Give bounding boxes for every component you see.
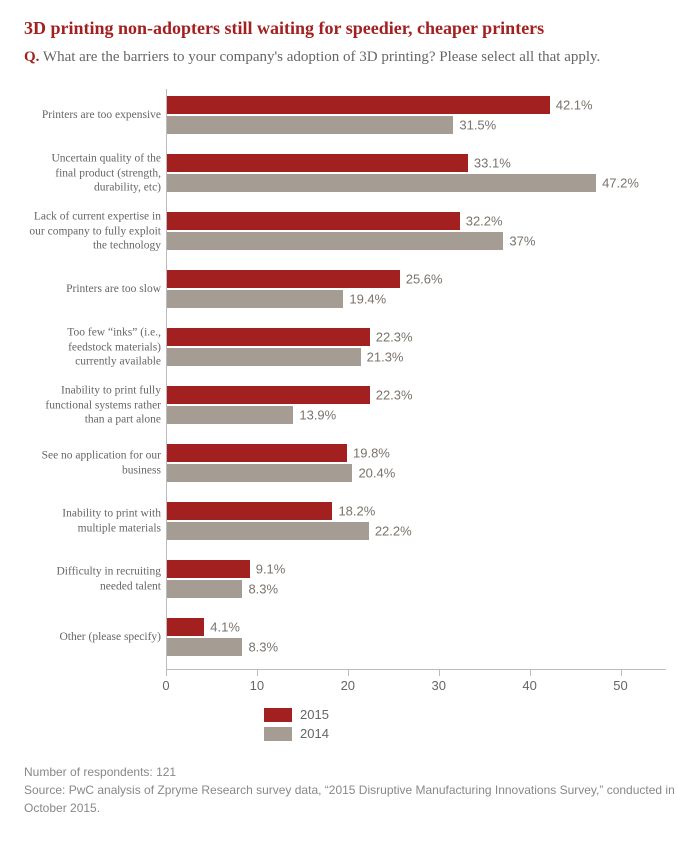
bar-group: Printers are too slow25.6%19.4% — [167, 267, 666, 311]
bar-group: See no application for our business19.8%… — [167, 441, 666, 485]
question-text: What are the barriers to your company's … — [43, 49, 600, 65]
bar-value-label: 20.4% — [352, 466, 395, 481]
bar: 32.2% — [167, 212, 460, 230]
bar-value-label: 8.3% — [242, 582, 278, 597]
bar-group: Other (please specify)4.1%8.3% — [167, 615, 666, 659]
bar-value-label: 22.3% — [370, 388, 413, 403]
bar-value-label: 4.1% — [204, 620, 240, 635]
bar: 19.8% — [167, 444, 347, 462]
survey-question: Q. What are the barriers to your company… — [24, 47, 676, 67]
category-label: Uncertain quality of the final product (… — [29, 152, 167, 195]
axis-tick-label: 40 — [522, 678, 536, 693]
bar-value-label: 18.2% — [332, 504, 375, 519]
bar: 4.1% — [167, 618, 204, 636]
bar: 33.1% — [167, 154, 468, 172]
bar: 22.2% — [167, 522, 369, 540]
legend-item: 2014 — [264, 726, 676, 741]
bar-value-label: 42.1% — [550, 98, 593, 113]
bar-value-label: 19.4% — [343, 292, 386, 307]
axis-tick-label: 0 — [162, 678, 169, 693]
bar-value-label: 47.2% — [596, 176, 639, 191]
bar-value-label: 32.2% — [460, 214, 503, 229]
bar-group: Too few “inks” (i.e., feedstock material… — [167, 325, 666, 369]
axis-tick — [439, 670, 440, 676]
bar: 31.5% — [167, 116, 453, 134]
category-label: See no application for our business — [29, 449, 167, 478]
axis-tick-label: 30 — [431, 678, 445, 693]
bar-group: Difficulty in recruiting needed talent9.… — [167, 557, 666, 601]
axis-tick-label: 20 — [341, 678, 355, 693]
bar-chart: Printers are too expensive42.1%31.5%Unce… — [166, 89, 666, 697]
bar-value-label: 19.8% — [347, 446, 390, 461]
bar: 8.3% — [167, 580, 242, 598]
chart-footer: Number of respondents: 121 Source: PwC a… — [24, 763, 676, 817]
bar: 42.1% — [167, 96, 550, 114]
plot-area: Printers are too expensive42.1%31.5%Unce… — [166, 89, 666, 669]
category-label: Inability to print with multiple materia… — [29, 507, 167, 536]
axis-tick — [621, 670, 622, 676]
category-label: Printers are too expensive — [29, 108, 167, 122]
legend-swatch — [264, 727, 292, 741]
axis-tick — [257, 670, 258, 676]
category-label: Printers are too slow — [29, 282, 167, 296]
bar: 37% — [167, 232, 503, 250]
bar-value-label: 13.9% — [293, 408, 336, 423]
category-label: Other (please specify) — [29, 630, 167, 644]
legend: 2015 2014 — [264, 707, 676, 741]
bar: 13.9% — [167, 406, 293, 424]
bar: 22.3% — [167, 328, 370, 346]
bar-group: Lack of current expertise in our company… — [167, 209, 666, 253]
legend-label: 2015 — [300, 707, 329, 722]
bar-value-label: 37% — [503, 234, 535, 249]
category-label: Too few “inks” (i.e., feedstock material… — [29, 326, 167, 369]
bar-value-label: 31.5% — [453, 118, 496, 133]
bar-value-label: 25.6% — [400, 272, 443, 287]
axis-tick — [348, 670, 349, 676]
bar-value-label: 22.2% — [369, 524, 412, 539]
bar: 47.2% — [167, 174, 596, 192]
bar-value-label: 8.3% — [242, 640, 278, 655]
bar: 9.1% — [167, 560, 250, 578]
axis-tick-label: 10 — [250, 678, 264, 693]
bar-group: Inability to print fully functional syst… — [167, 383, 666, 427]
question-prefix: Q. — [24, 49, 39, 65]
category-label: Difficulty in recruiting needed talent — [29, 565, 167, 594]
bar: 8.3% — [167, 638, 242, 656]
bar: 19.4% — [167, 290, 343, 308]
bar-value-label: 22.3% — [370, 330, 413, 345]
bar-group: Printers are too expensive42.1%31.5% — [167, 93, 666, 137]
category-label: Lack of current expertise in our company… — [29, 210, 167, 253]
legend-item: 2015 — [264, 707, 676, 722]
bar: 22.3% — [167, 386, 370, 404]
legend-swatch — [264, 708, 292, 722]
bar: 21.3% — [167, 348, 361, 366]
axis-tick — [530, 670, 531, 676]
axis-tick — [166, 670, 167, 676]
bar: 25.6% — [167, 270, 400, 288]
bar-value-label: 21.3% — [361, 350, 404, 365]
chart-title: 3D printing non-adopters still waiting f… — [24, 18, 676, 39]
category-label: Inability to print fully functional syst… — [29, 384, 167, 427]
bar: 18.2% — [167, 502, 332, 520]
bar-value-label: 9.1% — [250, 562, 286, 577]
source-citation: Source: PwC analysis of Zpryme Research … — [24, 781, 676, 817]
bar: 20.4% — [167, 464, 352, 482]
axis-tick-label: 50 — [613, 678, 627, 693]
bar-group: Uncertain quality of the final product (… — [167, 151, 666, 195]
bar-value-label: 33.1% — [468, 156, 511, 171]
bar-group: Inability to print with multiple materia… — [167, 499, 666, 543]
x-axis: 01020304050 — [166, 669, 666, 697]
legend-label: 2014 — [300, 726, 329, 741]
respondent-count: Number of respondents: 121 — [24, 763, 676, 781]
